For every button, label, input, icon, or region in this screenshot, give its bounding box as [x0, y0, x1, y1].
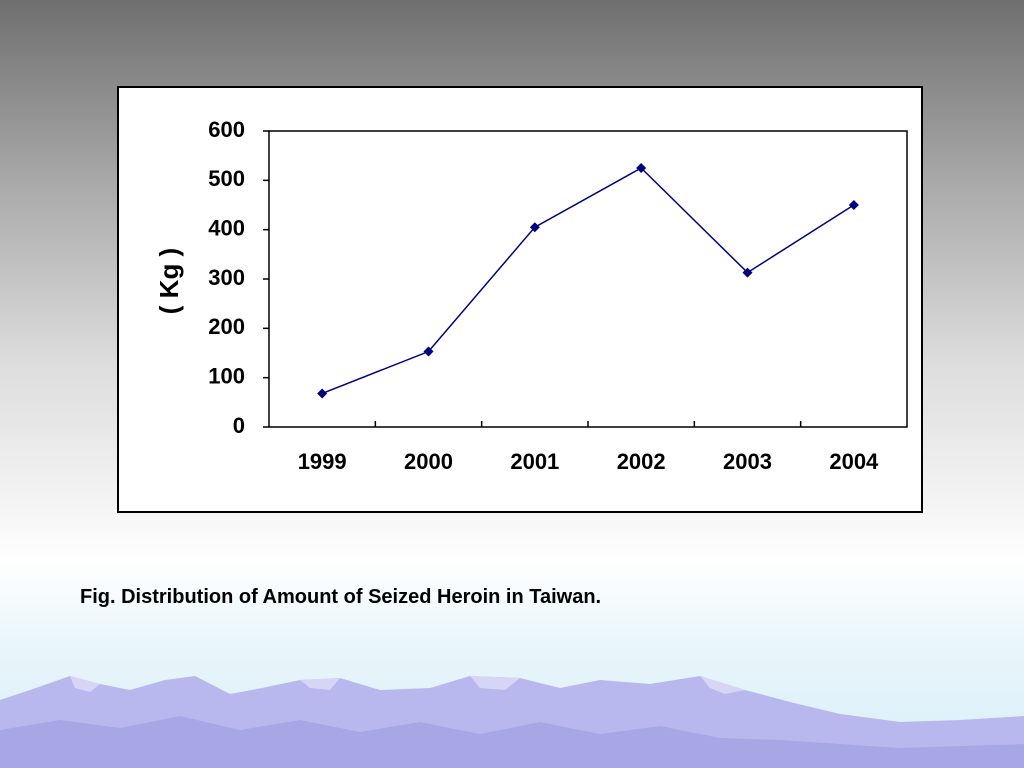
- data-point-marker: [848, 200, 859, 210]
- data-point-marker: [636, 163, 647, 173]
- data-point-marker: [742, 267, 753, 278]
- y-tick-label: 300: [208, 265, 245, 290]
- series-line: [321, 167, 855, 395]
- y-tick-label: 400: [208, 215, 245, 240]
- figure-caption: Fig. Distribution of Amount of Seized He…: [80, 586, 602, 608]
- x-tick-label: 2000: [404, 449, 453, 474]
- x-tick-label: 1999: [298, 449, 347, 474]
- mountain-shadow: [0, 716, 1024, 768]
- y-tick-label: 100: [208, 363, 245, 388]
- y-axis-label: ( Kg ): [154, 248, 184, 314]
- y-tick-label: 200: [208, 314, 245, 339]
- x-tick-label: 2003: [723, 449, 772, 474]
- x-tick-label: 2001: [510, 449, 559, 474]
- y-tick-label: 600: [208, 117, 245, 142]
- x-tick-label: 2004: [829, 449, 879, 474]
- x-tick-label: 2002: [617, 449, 666, 474]
- y-axis: 0 100 200 300 400 500 600: [208, 117, 269, 438]
- y-tick-label: 500: [208, 166, 245, 191]
- y-tick-label: 0: [233, 413, 245, 438]
- x-axis: 1999 2000 2001 2002 2003 2004: [298, 421, 879, 474]
- data-point-marker: [317, 388, 328, 399]
- series-layer: [317, 163, 859, 399]
- chart-frame: 0 100 200 300 400 500 600 1999 2000 2001 2002 2003…: [117, 86, 923, 513]
- line-chart: 0 100 200 300 400 500 600 1999 2000 2001 2002 2003…: [154, 117, 908, 474]
- plot-area: [268, 130, 908, 428]
- data-point-marker: [423, 346, 434, 357]
- data-point-marker: [529, 222, 540, 233]
